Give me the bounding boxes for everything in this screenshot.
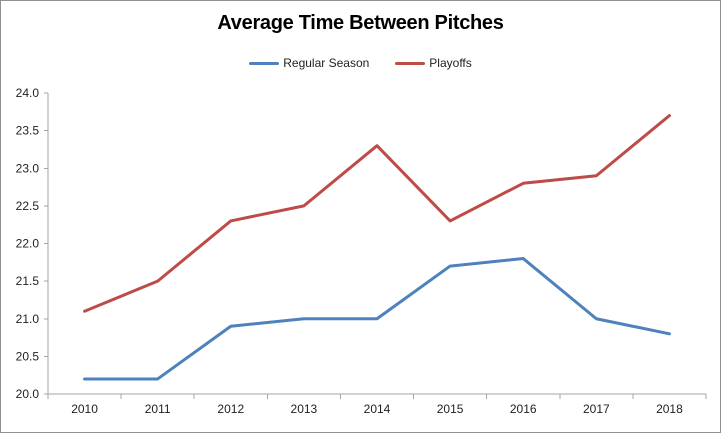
x-tick-label: 2013 bbox=[291, 402, 318, 416]
x-axis: 2010 2011 2012 2013 2014 2015 2016 2017 2018 bbox=[47, 393, 707, 416]
y-tick-label: 23.0 bbox=[16, 161, 40, 175]
y-tick-label: 22.0 bbox=[16, 237, 40, 251]
x-tick-label: 2015 bbox=[437, 402, 464, 416]
legend-label: Regular Season bbox=[283, 56, 370, 70]
legend-swatch-playoffs bbox=[395, 61, 426, 65]
y-axis: 20.0 20.5 21.0 21.5 22.0 22.5 23.0 23.5 24.0 bbox=[16, 86, 49, 401]
y-tick-label: 22.5 bbox=[16, 199, 40, 213]
legend-item-regular-season: Regular Season bbox=[249, 56, 369, 70]
x-tick-label: 2012 bbox=[217, 402, 244, 416]
legend-label: Playoffs bbox=[429, 56, 472, 70]
y-tick-label: 24.0 bbox=[16, 86, 40, 100]
x-tick-label: 2016 bbox=[510, 402, 537, 416]
series-line-regular-season bbox=[83, 257, 671, 381]
series-line-playoffs bbox=[83, 114, 671, 313]
chart-title: Average Time Between Pitches bbox=[217, 12, 504, 34]
legend-item-playoffs: Playoffs bbox=[395, 56, 472, 70]
y-tick-label: 20.0 bbox=[16, 387, 40, 401]
y-tick-label: 21.0 bbox=[16, 312, 40, 326]
chart-legend: Regular Season Playoffs bbox=[1, 56, 720, 70]
x-tick-label: 2018 bbox=[656, 402, 683, 416]
x-tick-label: 2011 bbox=[145, 402, 171, 416]
y-tick-label: 20.5 bbox=[16, 349, 40, 363]
legend-swatch-regular-season bbox=[249, 61, 280, 65]
y-tick-label: 23.5 bbox=[16, 124, 40, 138]
x-tick-label: 2017 bbox=[583, 402, 610, 416]
y-tick-label: 21.5 bbox=[16, 274, 40, 288]
x-tick-label: 2014 bbox=[364, 402, 391, 416]
x-tick-label: 2010 bbox=[71, 402, 98, 416]
